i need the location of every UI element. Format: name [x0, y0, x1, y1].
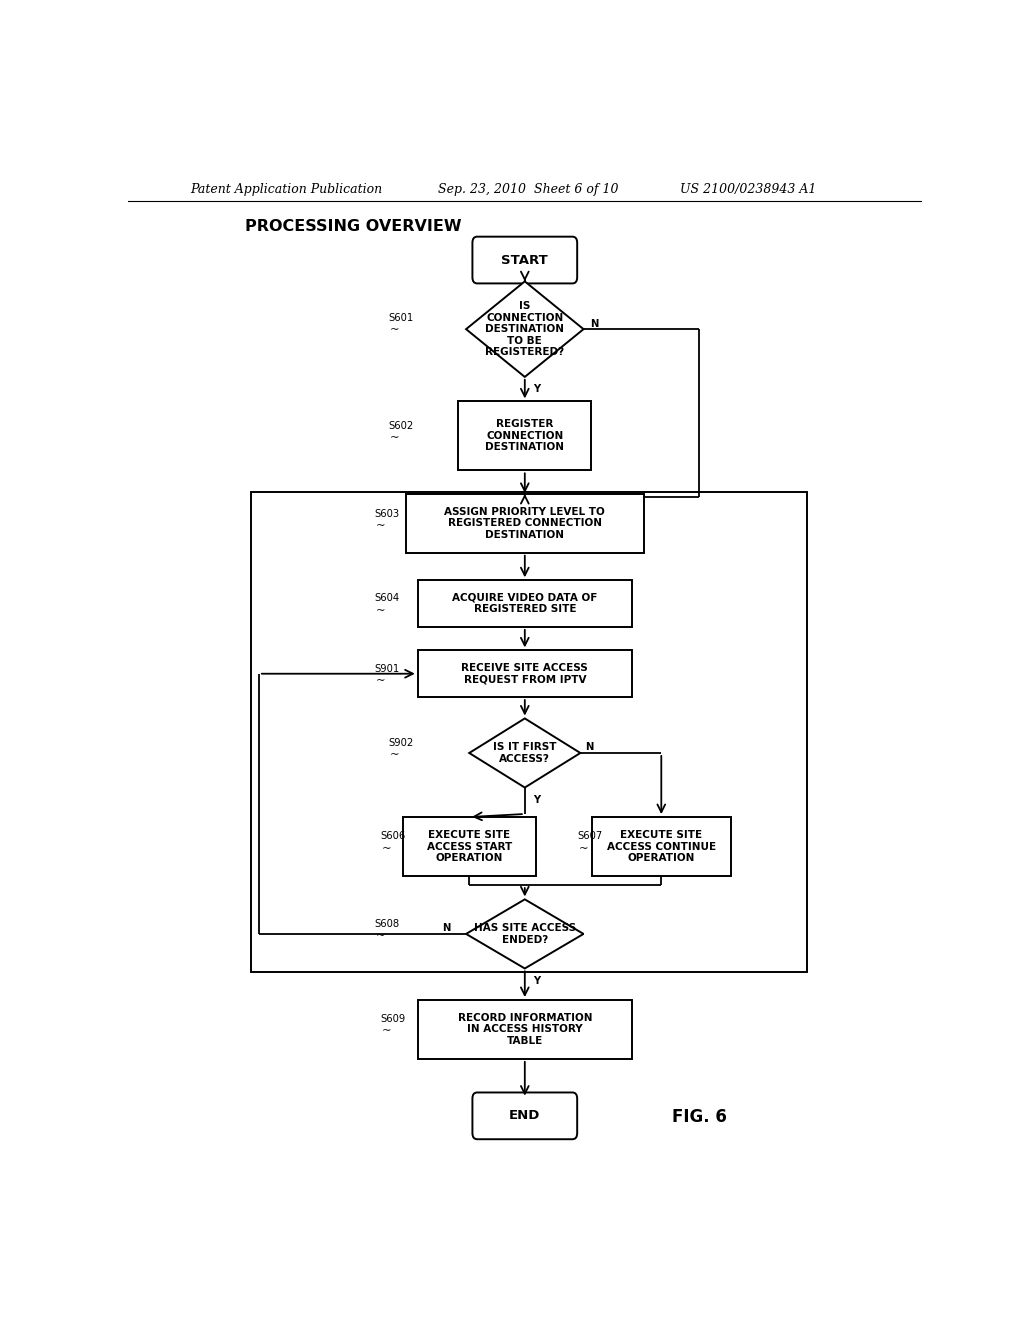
Bar	[406, 494, 644, 553]
Text: HAS SITE ACCESS
ENDED?: HAS SITE ACCESS ENDED?	[474, 923, 575, 945]
Text: RECEIVE SITE ACCESS
REQUEST FROM IPTV: RECEIVE SITE ACCESS REQUEST FROM IPTV	[462, 663, 588, 685]
Text: EXECUTE SITE
ACCESS CONTINUE
OPERATION: EXECUTE SITE ACCESS CONTINUE OPERATION	[607, 830, 716, 863]
Text: US 2100/0238943 A1: US 2100/0238943 A1	[680, 183, 816, 197]
Text: S602: S602	[388, 421, 414, 430]
Text: N: N	[590, 319, 598, 329]
Bar	[458, 401, 592, 470]
Text: N: N	[585, 742, 594, 752]
Text: Y: Y	[532, 975, 540, 986]
Text: S901: S901	[374, 664, 399, 673]
Text: S609: S609	[380, 1014, 406, 1024]
Text: ASSIGN PRIORITY LEVEL TO
REGISTERED CONNECTION
DESTINATION: ASSIGN PRIORITY LEVEL TO REGISTERED CONN…	[444, 507, 605, 540]
FancyBboxPatch shape	[472, 236, 578, 284]
Polygon shape	[469, 718, 581, 788]
Text: S606: S606	[380, 832, 406, 841]
Text: END: END	[509, 1109, 541, 1122]
Text: ~: ~	[376, 521, 385, 531]
Text: ~: ~	[376, 931, 385, 941]
Text: PROCESSING OVERVIEW: PROCESSING OVERVIEW	[246, 219, 462, 234]
Text: ~: ~	[382, 1027, 391, 1036]
Text: Sep. 23, 2010  Sheet 6 of 10: Sep. 23, 2010 Sheet 6 of 10	[437, 183, 618, 197]
Text: N: N	[442, 923, 451, 933]
Polygon shape	[466, 281, 584, 378]
Text: FIG. 6: FIG. 6	[672, 1107, 727, 1126]
Polygon shape	[466, 899, 584, 969]
Text: Y: Y	[532, 384, 540, 395]
Text: ~: ~	[390, 433, 399, 442]
Bar	[592, 817, 731, 876]
Text: S902: S902	[388, 738, 414, 747]
Bar	[418, 581, 632, 627]
Text: Patent Application Publication: Patent Application Publication	[189, 183, 382, 197]
Text: S603: S603	[374, 510, 399, 519]
Text: START: START	[502, 253, 548, 267]
Text: ~: ~	[390, 750, 399, 760]
Text: ~: ~	[376, 676, 385, 686]
Text: ACQUIRE VIDEO DATA OF
REGISTERED SITE: ACQUIRE VIDEO DATA OF REGISTERED SITE	[453, 593, 597, 614]
Text: EXECUTE SITE
ACCESS START
OPERATION: EXECUTE SITE ACCESS START OPERATION	[427, 830, 512, 863]
Text: IS IT FIRST
ACCESS?: IS IT FIRST ACCESS?	[493, 742, 557, 764]
Text: S607: S607	[578, 832, 602, 841]
Text: S601: S601	[388, 313, 414, 323]
Bar	[402, 817, 536, 876]
Bar	[418, 651, 632, 697]
Text: IS
CONNECTION
DESTINATION
TO BE
REGISTERED?: IS CONNECTION DESTINATION TO BE REGISTER…	[485, 301, 564, 358]
Text: ~: ~	[390, 325, 399, 335]
Bar	[251, 492, 807, 972]
Text: S608: S608	[374, 919, 399, 929]
Text: REGISTER
CONNECTION
DESTINATION: REGISTER CONNECTION DESTINATION	[485, 420, 564, 453]
FancyBboxPatch shape	[472, 1093, 578, 1139]
Bar	[418, 1001, 632, 1059]
Text: ~: ~	[376, 606, 385, 615]
Text: RECORD INFORMATION
IN ACCESS HISTORY
TABLE: RECORD INFORMATION IN ACCESS HISTORY TAB…	[458, 1012, 592, 1045]
Text: Y: Y	[532, 795, 540, 805]
Text: S604: S604	[374, 594, 399, 603]
Text: ~: ~	[579, 843, 589, 854]
Text: ~: ~	[382, 843, 391, 854]
